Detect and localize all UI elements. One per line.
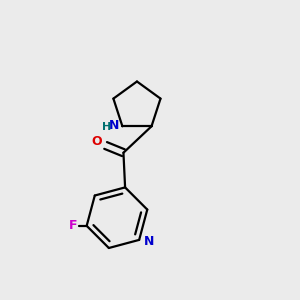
- Text: N: N: [144, 235, 154, 248]
- Text: N: N: [109, 119, 120, 132]
- Text: O: O: [92, 135, 102, 148]
- Text: H: H: [102, 122, 111, 132]
- Text: F: F: [69, 219, 78, 232]
